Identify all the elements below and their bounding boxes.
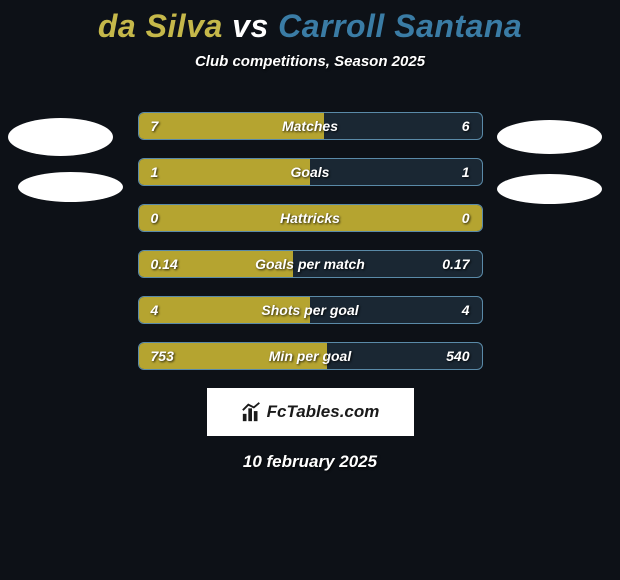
stat-value-left: 4 bbox=[151, 302, 159, 318]
chart-icon bbox=[241, 401, 263, 423]
stat-value-left: 0.14 bbox=[151, 256, 178, 272]
stat-label: Goals per match bbox=[255, 256, 365, 272]
date-text: 10 february 2025 bbox=[0, 452, 620, 472]
stat-value-right: 1 bbox=[462, 164, 470, 180]
stat-value-right: 0 bbox=[462, 210, 470, 226]
player2-name: Carroll Santana bbox=[278, 8, 522, 44]
stat-row: 4 Shots per goal 4 bbox=[138, 296, 483, 324]
stat-value-left: 1 bbox=[151, 164, 159, 180]
logo-box: FcTables.com bbox=[207, 388, 414, 436]
stat-label: Shots per goal bbox=[261, 302, 358, 318]
stat-value-left: 7 bbox=[151, 118, 159, 134]
stat-value-left: 753 bbox=[151, 348, 174, 364]
stat-value-right: 0.17 bbox=[442, 256, 469, 272]
player1-name: da Silva bbox=[98, 8, 223, 44]
logo-text: FcTables.com bbox=[267, 402, 380, 422]
comparison-title: da Silva vs Carroll Santana bbox=[0, 0, 620, 45]
subtitle: Club competitions, Season 2025 bbox=[0, 53, 620, 70]
stat-value-right: 6 bbox=[462, 118, 470, 134]
stat-label: Min per goal bbox=[269, 348, 351, 364]
stat-row: 7 Matches 6 bbox=[138, 112, 483, 140]
stat-value-right: 4 bbox=[462, 302, 470, 318]
stat-row: 0 Hattricks 0 bbox=[138, 204, 483, 232]
stat-label: Goals bbox=[291, 164, 330, 180]
stat-row: 753 Min per goal 540 bbox=[138, 342, 483, 370]
stat-row: 1 Goals 1 bbox=[138, 158, 483, 186]
vs-text: vs bbox=[223, 8, 278, 44]
stat-value-left: 0 bbox=[151, 210, 159, 226]
stat-fill-left bbox=[139, 159, 311, 185]
stat-row: 0.14 Goals per match 0.17 bbox=[138, 250, 483, 278]
stats-container: 7 Matches 6 1 Goals 1 0 Hattricks 0 0.14 Goals per… bbox=[0, 112, 620, 370]
stat-label: Matches bbox=[282, 118, 338, 134]
stat-label: Hattricks bbox=[280, 210, 340, 226]
stat-value-right: 540 bbox=[446, 348, 469, 364]
